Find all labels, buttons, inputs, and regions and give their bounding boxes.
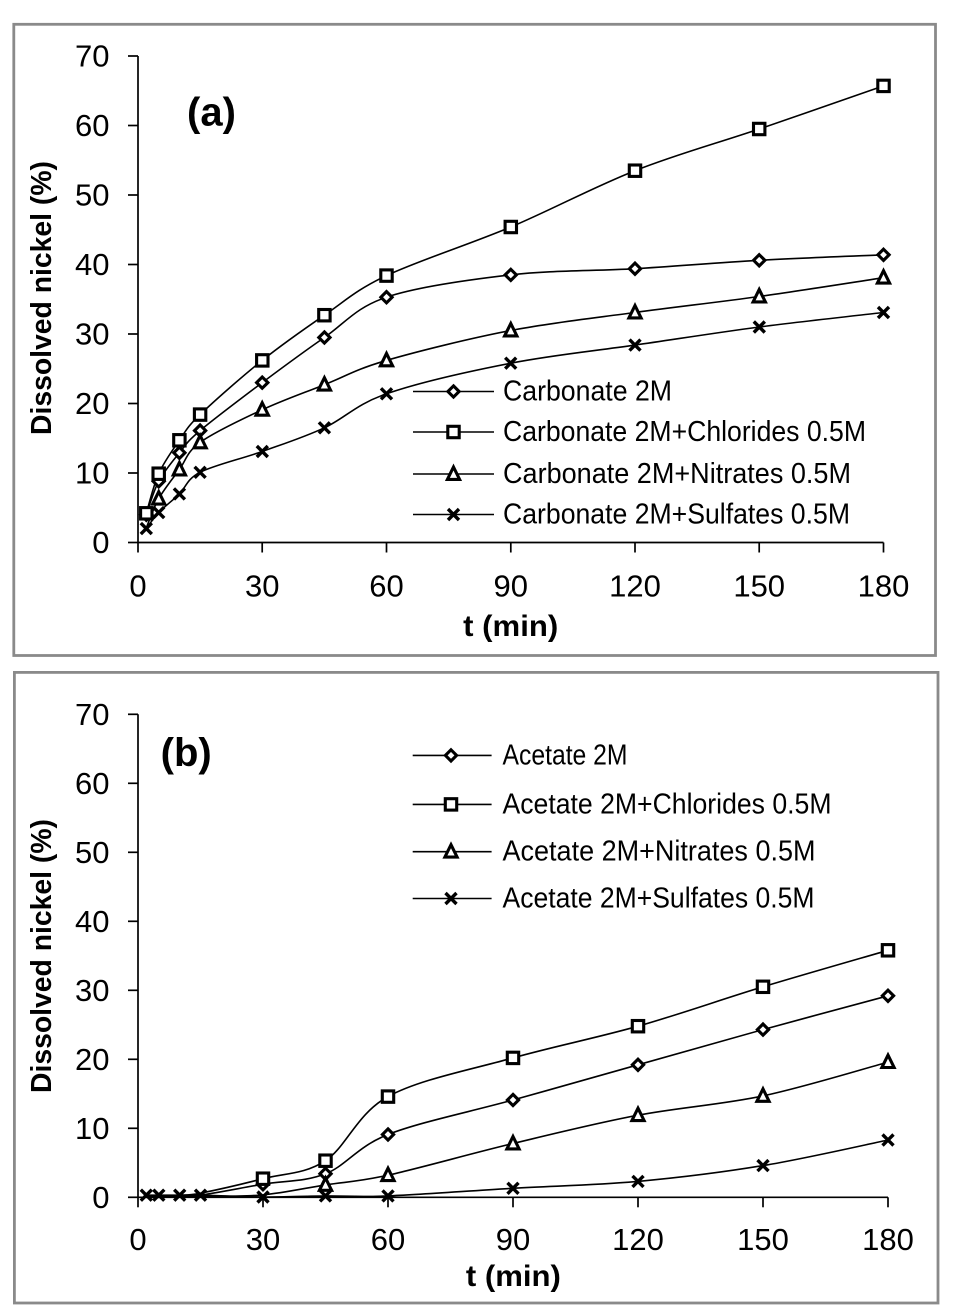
svg-text:70: 70 [75,697,109,732]
svg-text:20: 20 [75,1042,109,1077]
svg-text:10: 10 [75,456,109,491]
svg-text:60: 60 [371,1222,405,1257]
svg-text:60: 60 [75,766,109,801]
svg-text:Acetate 2M+Nitrates 0.5M: Acetate 2M+Nitrates 0.5M [503,836,816,868]
svg-text:0: 0 [92,1180,109,1215]
svg-text:Carbonate 2M+Sulfates 0.5M: Carbonate 2M+Sulfates 0.5M [503,499,850,531]
svg-text:t (min): t (min) [466,1260,561,1293]
svg-text:Acetate 2M: Acetate 2M [503,739,628,771]
svg-text:50: 50 [75,178,109,213]
svg-text:Acetate 2M+Chlorides 0.5M: Acetate 2M+Chlorides 0.5M [503,788,832,820]
svg-text:150: 150 [733,569,785,604]
svg-text:Carbonate 2M: Carbonate 2M [503,376,672,408]
svg-text:180: 180 [858,569,910,604]
svg-text:0: 0 [92,525,109,560]
svg-text:40: 40 [75,904,109,939]
svg-text:30: 30 [245,569,279,604]
svg-text:0: 0 [129,1222,146,1257]
svg-text:Acetate 2M+Sulfates 0.5M: Acetate 2M+Sulfates 0.5M [503,883,815,915]
svg-text:90: 90 [496,1222,530,1257]
svg-text:150: 150 [737,1222,789,1257]
svg-text:30: 30 [75,973,109,1008]
svg-text:Dissolved nickel (%): Dissolved nickel (%) [26,161,58,435]
svg-text:(b): (b) [161,731,212,775]
svg-text:30: 30 [75,317,109,352]
svg-text:90: 90 [494,569,528,604]
svg-text:(a): (a) [187,91,236,135]
svg-text:0: 0 [129,569,146,604]
svg-text:Carbonate 2M+Nitrates 0.5M: Carbonate 2M+Nitrates 0.5M [503,458,851,490]
svg-text:40: 40 [75,247,109,282]
svg-text:70: 70 [75,39,109,74]
svg-text:60: 60 [369,569,403,604]
svg-text:120: 120 [612,1222,664,1257]
svg-text:20: 20 [75,386,109,421]
svg-text:50: 50 [75,835,109,870]
svg-text:t (min): t (min) [463,610,558,643]
svg-text:30: 30 [246,1222,280,1257]
svg-text:10: 10 [75,1111,109,1146]
svg-text:60: 60 [75,108,109,143]
svg-text:120: 120 [609,569,661,604]
svg-text:Dissolved nickel (%): Dissolved nickel (%) [26,819,58,1093]
svg-text:180: 180 [862,1222,914,1257]
svg-text:Carbonate 2M+Chlorides 0.5M: Carbonate 2M+Chlorides 0.5M [503,416,866,448]
